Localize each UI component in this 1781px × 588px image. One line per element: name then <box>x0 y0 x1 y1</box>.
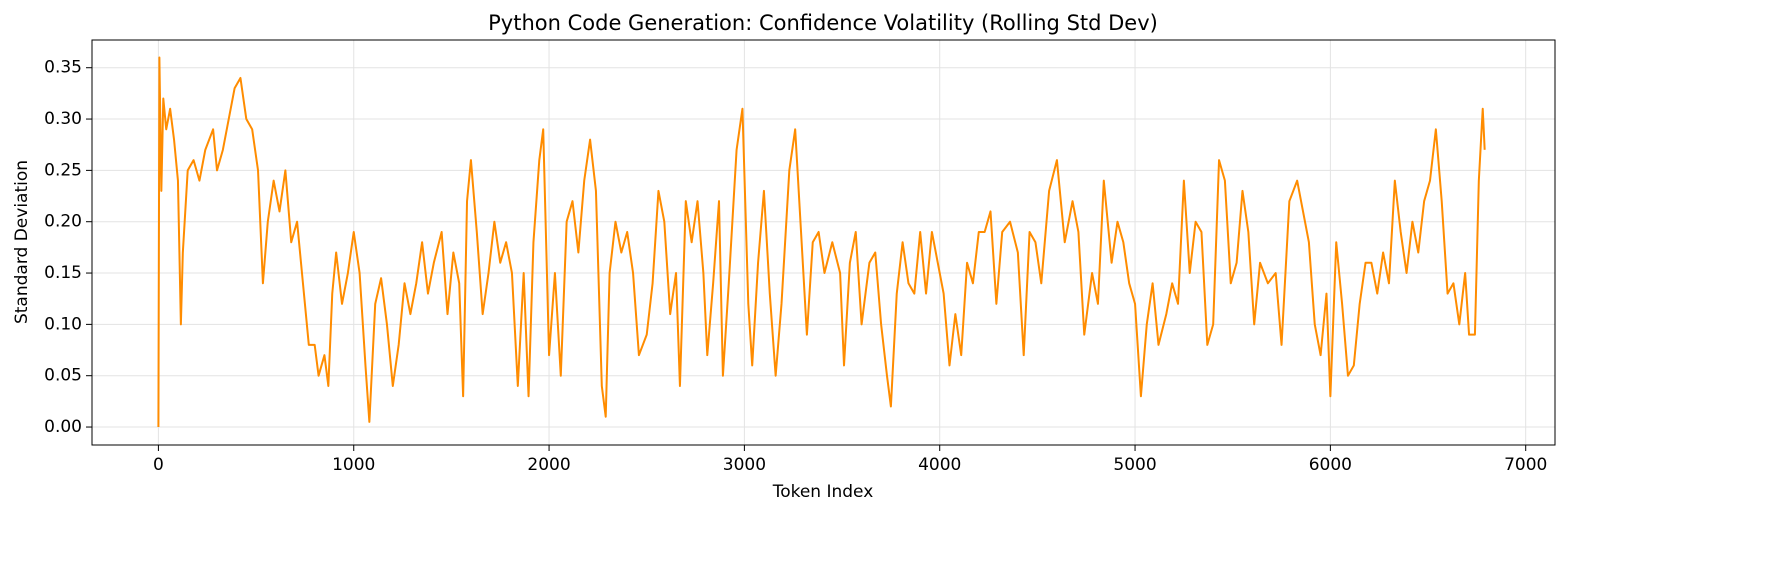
data-line <box>157 56 1486 428</box>
y-tick-label: 0.25 <box>44 160 82 180</box>
x-tick-label: 5000 <box>1113 455 1156 475</box>
chart-title: Python Code Generation: Confidence Volat… <box>488 11 1158 35</box>
x-tick-label: 2000 <box>527 455 570 475</box>
y-tick-label: 0.00 <box>44 417 82 437</box>
x-tick-label: 1000 <box>332 455 375 475</box>
y-tick-label: 0.10 <box>44 314 82 334</box>
x-tick-label: 6000 <box>1309 455 1352 475</box>
y-axis-label: Standard Deviation <box>12 160 32 324</box>
x-axis-label: Token Index <box>772 482 874 502</box>
x-tick-label: 3000 <box>723 455 766 475</box>
x-tick-label: 0 <box>153 455 164 475</box>
y-tick-label: 0.20 <box>44 212 82 232</box>
plot-frame <box>91 39 1556 446</box>
x-tick-label: 4000 <box>918 455 961 475</box>
x-tick-label: 7000 <box>1504 455 1547 475</box>
y-tick-label: 0.30 <box>44 109 82 129</box>
y-tick-label: 0.35 <box>44 58 82 78</box>
y-tick-label: 0.05 <box>44 366 82 386</box>
y-tick-label: 0.15 <box>44 263 82 283</box>
